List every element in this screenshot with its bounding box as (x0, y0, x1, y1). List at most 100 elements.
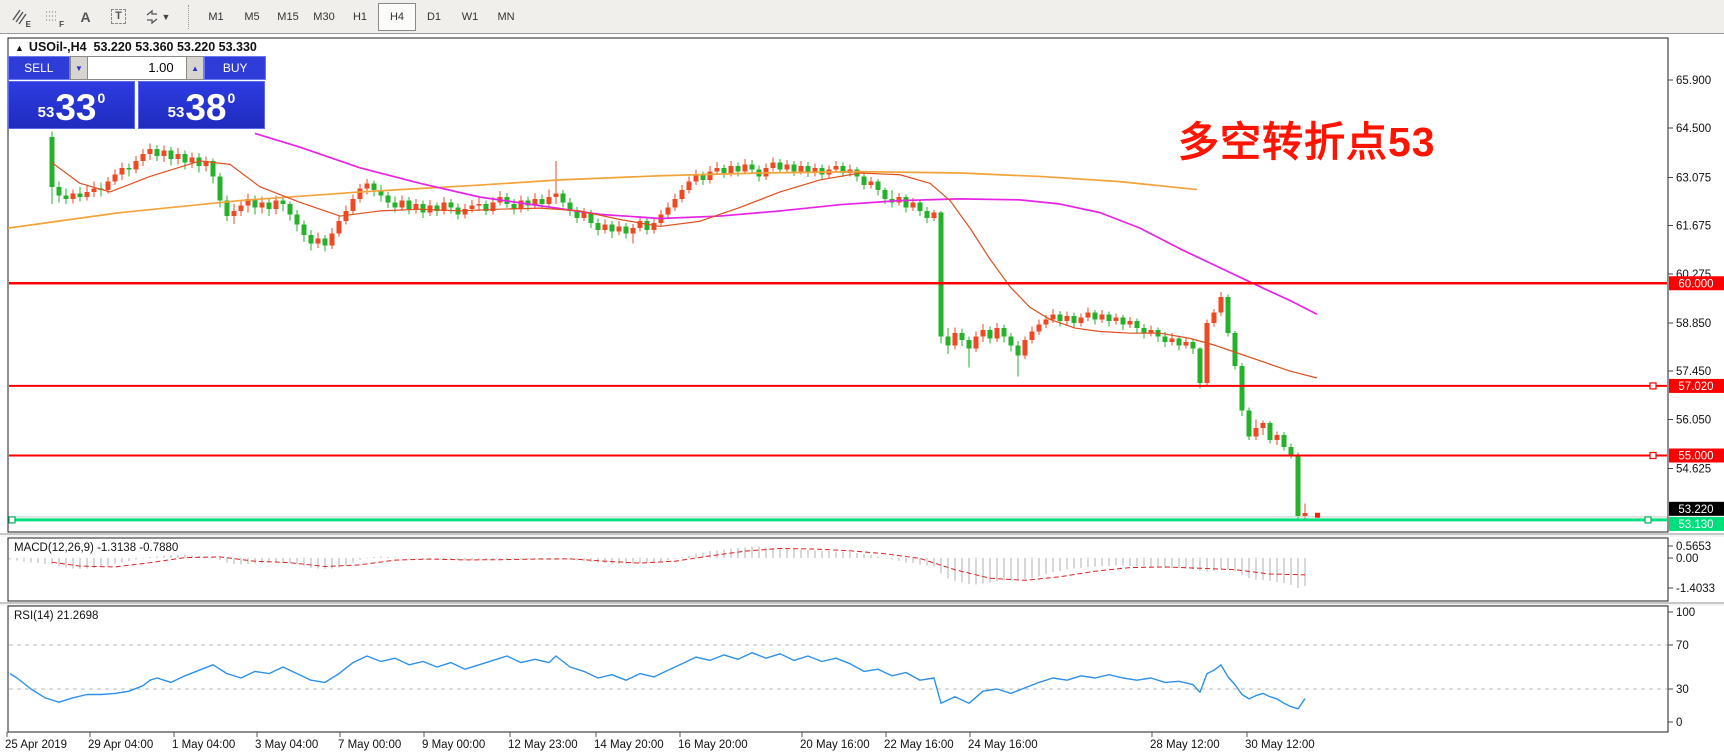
candle-body (224, 200, 230, 217)
candle-body (1148, 329, 1154, 334)
candle-body (1015, 345, 1021, 356)
time-axis-label: 14 May 20:00 (594, 739, 664, 751)
candle-body (770, 162, 776, 168)
arrange-arrows-icon[interactable]: ▼ (138, 4, 176, 30)
price-axis-label: 65.900 (1676, 75, 1711, 87)
line-endpoint-handle[interactable] (1649, 382, 1657, 390)
candle-body (49, 136, 55, 187)
candle-body (679, 190, 685, 199)
line-endpoint-handle[interactable] (1644, 516, 1652, 524)
candle-body (1197, 348, 1203, 384)
timeframe-d1[interactable]: D1 (426, 10, 442, 23)
timeframe-h4[interactable]: H4 (378, 2, 416, 31)
buy-price-display[interactable]: 53 38 0 (138, 81, 265, 129)
candle-body (609, 224, 615, 232)
timeframe-m1[interactable]: M1 (208, 10, 224, 23)
time-axis-label: 9 May 00:00 (422, 739, 485, 751)
macd-pane[interactable] (7, 537, 1669, 602)
candle-body (308, 235, 314, 244)
price-tag[interactable] (1669, 501, 1724, 516)
candle-body (1288, 446, 1294, 456)
timeframe-mn[interactable]: MN (497, 10, 515, 23)
candle-body (1267, 422, 1273, 441)
price-tag[interactable] (1669, 378, 1724, 393)
buy-button[interactable]: BUY (204, 56, 267, 80)
candle-body (154, 148, 160, 156)
candle-body (350, 198, 356, 211)
candle-body (203, 160, 209, 167)
candle-body (623, 226, 629, 234)
candle-body (70, 193, 76, 199)
collapse-arrow-icon[interactable]: ▲ (15, 43, 24, 53)
price-tag-label: 60.000 (1678, 278, 1713, 290)
candle-body (1141, 328, 1147, 334)
candle-body (1043, 319, 1049, 325)
timeframe-m5[interactable]: M5 (244, 10, 260, 23)
candle-body (287, 204, 293, 215)
buy-price-sup: 0 (227, 90, 236, 106)
objects-grid-icon[interactable]: F (39, 4, 66, 30)
candle-body (1218, 297, 1224, 313)
price-tag-label: 53.130 (1678, 519, 1713, 531)
volume-increase-button[interactable]: ▲ (185, 56, 205, 80)
price-tag[interactable] (1669, 448, 1724, 463)
macd-axis-label: 0.5653 (1676, 541, 1711, 553)
candle-body (833, 166, 839, 170)
candle-body (511, 204, 517, 210)
main-chart-pane[interactable] (7, 37, 1669, 533)
price-tag[interactable] (1669, 516, 1724, 531)
volume-input[interactable]: 1.00 (88, 56, 186, 80)
candle-body (1183, 341, 1189, 346)
candle-body (266, 202, 272, 210)
price-axis-label: 64.500 (1676, 123, 1711, 135)
text-box-icon[interactable]: T (105, 4, 132, 30)
volume-decrease-button[interactable]: ▼ (69, 56, 89, 80)
candle-body (637, 221, 643, 229)
sell-price-prefix: 53 (37, 104, 55, 121)
candle-body (980, 329, 986, 337)
time-axis-label: 1 May 04:00 (172, 739, 235, 751)
price-axis-label: 58.850 (1676, 318, 1711, 330)
candle-body (973, 336, 979, 349)
chart-annotation-text[interactable]: 多空转折点53 (1178, 119, 1436, 165)
time-axis-label: 16 May 20:00 (678, 739, 748, 751)
candle-body (1050, 314, 1056, 320)
timeframe-m30[interactable]: M30 (313, 10, 335, 23)
sell-button[interactable]: SELL (8, 56, 70, 80)
line-endpoint-handle[interactable] (1649, 451, 1657, 460)
candle-body (399, 200, 405, 208)
candle-body (105, 181, 111, 191)
text-label-icon[interactable]: A (80, 8, 91, 25)
indicators-cursor-icon[interactable]: E (6, 4, 33, 30)
ma-magenta (254, 132, 1318, 316)
candle-body (413, 204, 419, 210)
candle-body (364, 183, 370, 189)
timeframe-m15[interactable]: M15 (277, 10, 299, 23)
candle-body (567, 202, 573, 211)
candle-body (875, 181, 881, 191)
rsi-indicator-label: RSI(14) 21.2698 (14, 610, 99, 622)
macd-axis-label: -1.4033 (1676, 583, 1715, 595)
candle-body (1120, 317, 1126, 325)
line-endpoint-handle[interactable] (8, 516, 16, 524)
candle-body (742, 164, 748, 172)
price-tag[interactable] (1669, 276, 1724, 291)
candle-body (861, 176, 867, 186)
candle-body (343, 210, 349, 222)
candle-body (490, 202, 496, 211)
sell-price-display[interactable]: 53 33 0 (8, 81, 135, 129)
rsi-pane[interactable] (7, 605, 1669, 733)
timeframe-w1[interactable]: W1 (461, 10, 479, 23)
timeframe-h1[interactable]: H1 (352, 10, 368, 23)
candle-body (749, 164, 755, 170)
candle-body (336, 221, 342, 234)
price-axis-label: 54.625 (1676, 463, 1711, 475)
time-axis-label: 7 May 00:00 (338, 739, 401, 751)
candle-body (987, 329, 993, 339)
candle-body (238, 205, 244, 211)
candle-body (721, 167, 727, 174)
candle-body (791, 164, 797, 172)
symbol-period-label: USOil-,H4 (28, 40, 87, 54)
time-axis-label: 22 May 16:00 (884, 739, 954, 751)
